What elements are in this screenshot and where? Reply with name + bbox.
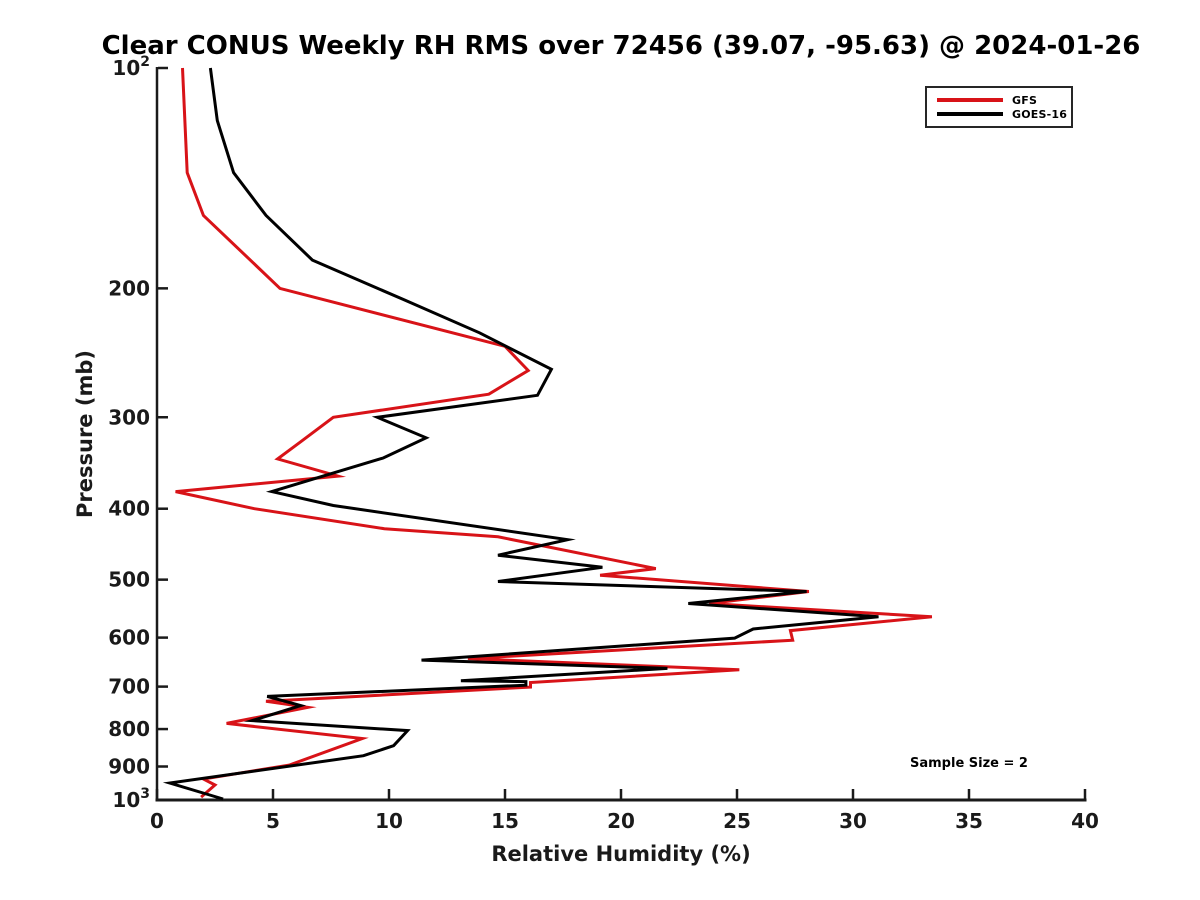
y-tick-label: 700 bbox=[108, 675, 150, 699]
gfs-line bbox=[175, 67, 933, 799]
x-tick-label: 0 bbox=[150, 809, 164, 833]
x-tick-label: 20 bbox=[607, 809, 635, 833]
y-tick-label: 400 bbox=[108, 497, 150, 521]
x-tick-label: 25 bbox=[723, 809, 751, 833]
legend-label-gfs: GFS bbox=[1012, 93, 1038, 107]
y-tick-label: 900 bbox=[108, 755, 150, 779]
goes-16-line-swatch bbox=[937, 112, 1003, 116]
x-tick-label: 5 bbox=[266, 809, 280, 833]
sample-size-annotation: Sample Size = 2 bbox=[910, 756, 1028, 771]
y-tick-label: 300 bbox=[108, 405, 150, 429]
x-tick-label: 35 bbox=[955, 809, 983, 833]
gfs-line-swatch bbox=[937, 98, 1003, 102]
legend: GFS GOES-16 bbox=[925, 86, 1073, 128]
y-tick-label: 500 bbox=[108, 568, 150, 592]
legend-item-gfs: GFS bbox=[937, 93, 1071, 107]
x-tick-label: 40 bbox=[1071, 809, 1099, 833]
x-tick-label: 30 bbox=[839, 809, 867, 833]
legend-label-goes16: GOES-16 bbox=[1012, 107, 1068, 121]
x-tick-label: 15 bbox=[491, 809, 519, 833]
chart-title: Clear CONUS Weekly RH RMS over 72456 (39… bbox=[101, 31, 1141, 61]
y-tick-label: 600 bbox=[108, 626, 150, 650]
goes-16-line bbox=[162, 67, 879, 801]
y-tick-label: 103 bbox=[112, 786, 150, 812]
y-tick-label: 200 bbox=[108, 276, 150, 300]
y-tick-label: 800 bbox=[108, 717, 150, 741]
legend-item-goes16: GOES-16 bbox=[937, 107, 1071, 121]
x-axis-label: Relative Humidity (%) bbox=[491, 842, 751, 866]
y-tick-label: 102 bbox=[112, 54, 150, 80]
x-tick-label: 10 bbox=[375, 809, 403, 833]
